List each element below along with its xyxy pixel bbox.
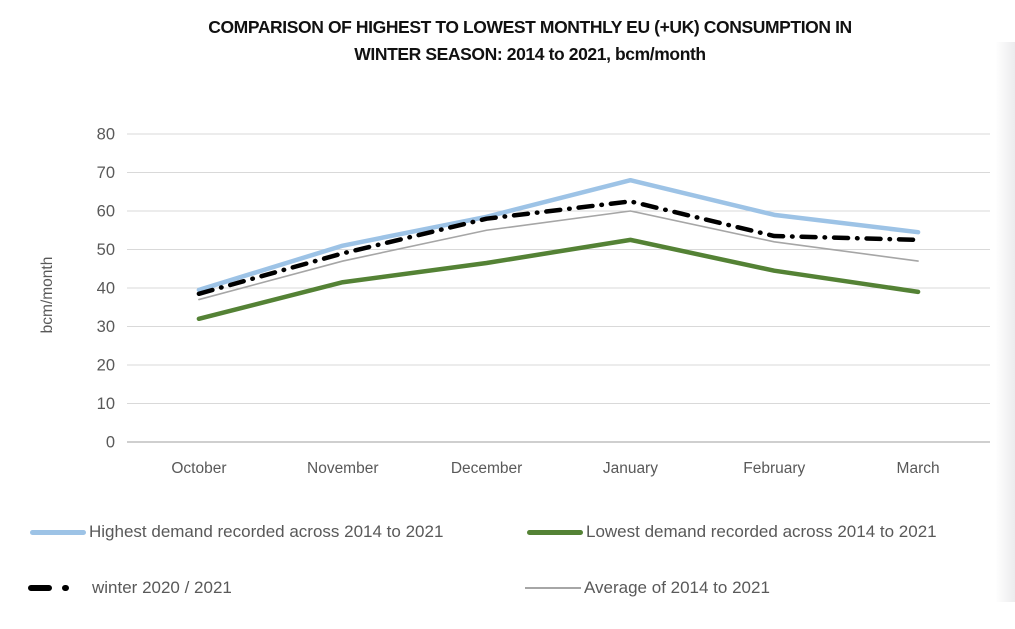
chart-title-line2: WINTER SEASON: 2014 to 2021, bcm/month <box>354 44 706 64</box>
y-tick-label-20: 20 <box>97 357 115 375</box>
legend-item-average: Average of 2014 to 2021 <box>525 578 770 598</box>
legend-label-lowest: Lowest demand recorded across 2014 to 20… <box>586 522 937 541</box>
legend-item-winter-2020-2021: winter 2020 / 2021 <box>27 578 232 598</box>
x-tick-label-january: January <box>603 460 658 477</box>
series-line-winter-2020-2021 <box>196 199 921 297</box>
legend-swatch-winter-2020-2021 <box>28 585 89 591</box>
x-tick-label-november: November <box>307 460 379 477</box>
legend-swatch-highest <box>30 529 86 535</box>
legend-item-lowest: Lowest demand recorded across 2014 to 20… <box>527 522 937 542</box>
series-line-highest-demand <box>196 177 921 293</box>
chart-title-line1: COMPARISON OF HIGHEST TO LOWEST MONTHLY … <box>208 17 852 37</box>
y-tick-label-30: 30 <box>97 318 115 336</box>
chart-canvas: 0 10 20 30 40 50 60 70 80 October November December… <box>39 126 990 477</box>
y-tick-label-80: 80 <box>97 126 115 144</box>
y-tick-label-70: 70 <box>97 164 115 182</box>
legend-swatch-average <box>525 587 581 589</box>
y-tick-label-0: 0 <box>106 434 115 452</box>
y-tick-label-40: 40 <box>97 280 115 298</box>
y-tick-label-60: 60 <box>97 203 115 221</box>
chart-title: COMPARISON OF HIGHEST TO LOWEST MONTHLY … <box>60 14 1000 68</box>
x-tick-label-march: March <box>897 460 940 477</box>
x-tick-label-december: December <box>451 460 523 477</box>
x-tick-label-february: February <box>743 460 805 477</box>
series-line-lowest-demand <box>196 237 921 322</box>
y-tick-label-10: 10 <box>97 395 115 413</box>
legend-item-highest: Highest demand recorded across 2014 to 2… <box>30 522 443 542</box>
y-tick-label-50: 50 <box>97 241 115 259</box>
legend-label-winter-2020-2021: winter 2020 / 2021 <box>92 578 232 597</box>
y-axis-title: bcm/month <box>39 257 56 334</box>
legend-label-average: Average of 2014 to 2021 <box>584 578 770 597</box>
x-tick-label-october: October <box>171 460 226 477</box>
legend-swatch-lowest <box>527 529 583 535</box>
legend-label-highest: Highest demand recorded across 2014 to 2… <box>89 522 444 541</box>
series-line-average <box>198 210 919 301</box>
